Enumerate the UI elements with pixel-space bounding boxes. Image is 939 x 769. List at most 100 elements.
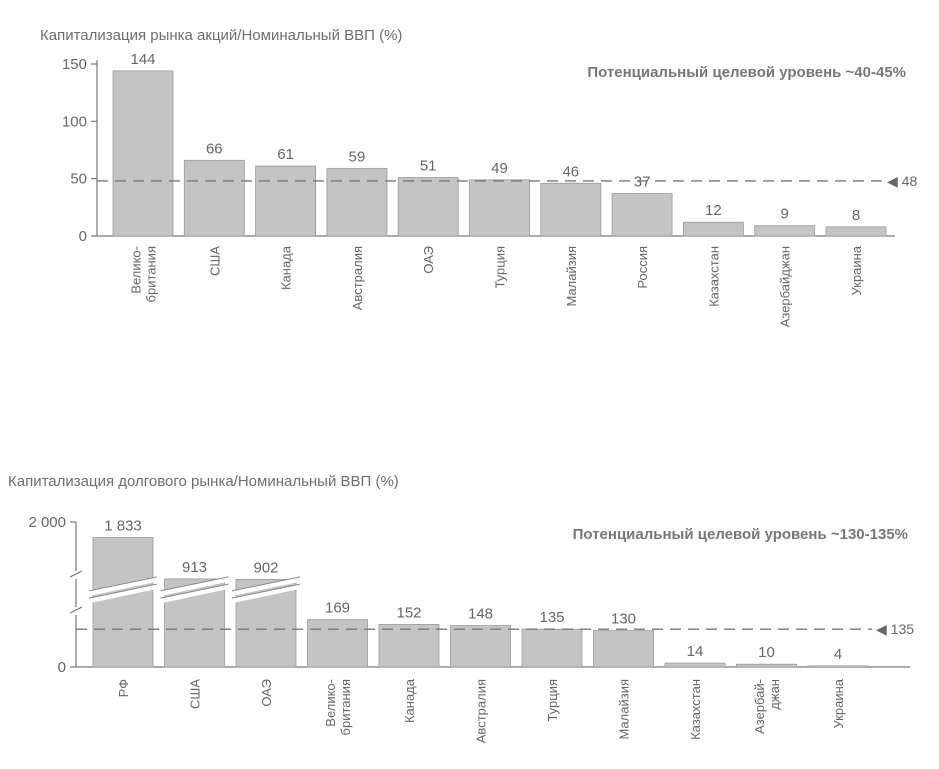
data-label: 9	[781, 206, 789, 223]
bar	[112, 70, 174, 237]
bar-break-gap	[90, 584, 156, 604]
category-label: Канада	[402, 678, 417, 723]
data-label: 14	[687, 643, 704, 660]
data-label: 59	[349, 148, 366, 165]
category-label-line: Канада	[279, 245, 294, 290]
data-label: 10	[758, 644, 775, 661]
bar-break-gap	[233, 576, 299, 596]
bar-break-mark	[160, 576, 229, 592]
category-label-line: Австралия	[350, 246, 365, 310]
category-label-line: Турция	[493, 246, 508, 289]
bar	[450, 625, 511, 668]
data-label: 902	[253, 559, 278, 576]
category-label-line: Канада	[402, 678, 417, 723]
bar-break-gap	[161, 584, 228, 604]
y-tick-label: 0	[58, 659, 66, 676]
category-label-line: Казахстан	[706, 246, 721, 307]
data-label: 37	[634, 174, 651, 191]
category-label-line: Австралия	[474, 679, 489, 743]
y-tick-label: 150	[62, 56, 87, 73]
bar-break-gap	[161, 576, 228, 596]
bar-break-mark	[231, 576, 301, 592]
data-label: 8	[852, 207, 860, 224]
data-label: 4	[834, 646, 842, 663]
axis-break-gap	[70, 607, 82, 615]
data-label: 144	[130, 51, 155, 68]
category-label-line: ОАЭ	[421, 246, 436, 274]
category-label-line: США	[188, 679, 203, 709]
bar	[307, 619, 368, 668]
bar	[92, 537, 154, 668]
category-label: РФ	[116, 679, 131, 698]
bar-break-mark	[88, 583, 158, 599]
bar	[825, 226, 887, 237]
category-label-line: Украина	[849, 245, 864, 295]
reference-line-label: ◀ 48	[887, 173, 917, 189]
category-label-line: Турция	[545, 679, 560, 722]
equity-target-level-annotation: Потенциальный целевой уровень ~40-45%	[587, 64, 906, 81]
category-label: Турция	[493, 246, 508, 289]
category-label-line: ОАЭ	[259, 679, 274, 707]
category-label: Велико-британия	[323, 679, 353, 735]
category-label-line: Азербайджан	[778, 246, 793, 327]
category-label-line: Азербай-	[752, 679, 767, 734]
data-label: 130	[611, 611, 636, 628]
reference-line-label: ◀ 135	[876, 621, 914, 637]
data-label: 61	[277, 146, 294, 163]
y-tick-label: 2 000	[28, 514, 66, 531]
bar	[378, 624, 440, 668]
bar	[326, 167, 388, 237]
bar-break-gap	[90, 576, 156, 596]
bar	[683, 221, 744, 237]
data-label: 46	[562, 163, 579, 180]
category-label-line: Россия	[635, 246, 650, 289]
bar-break-mark	[231, 583, 301, 599]
y-tick-label: 50	[70, 171, 87, 188]
category-label-line: британия	[338, 679, 353, 735]
category-label: США	[207, 246, 222, 276]
category-label-line: британия	[144, 246, 159, 302]
category-label-line: Казахстан	[688, 679, 703, 740]
bar-break-gap	[233, 584, 299, 604]
data-label: 148	[468, 606, 493, 623]
debt-chart-title: Капитализация долгового рынка/Номинальны…	[8, 473, 399, 490]
debt-target-level-annotation: Потенциальный целевой уровень ~130-135%	[573, 526, 908, 543]
category-label: Россия	[635, 246, 650, 289]
bar-break-mark	[88, 576, 158, 592]
category-label-line: РФ	[116, 679, 131, 698]
category-label: Казахстан	[706, 246, 721, 307]
category-label: Австралия	[350, 246, 365, 310]
bar	[611, 193, 673, 237]
axis-break-mark	[69, 570, 83, 578]
category-label: Украина	[849, 245, 864, 295]
bar	[754, 225, 816, 237]
data-label: 1 833	[104, 518, 142, 535]
category-label: ОАЭ	[421, 246, 436, 274]
category-label: Азербайджан	[778, 246, 793, 327]
category-label: США	[188, 679, 203, 709]
category-label: Малайзия	[564, 246, 579, 307]
category-label-line: Велико-	[129, 246, 144, 294]
bar	[593, 630, 654, 668]
category-label: Украина	[831, 678, 846, 728]
category-label-line: США	[207, 246, 222, 276]
category-label: Малайзия	[617, 679, 632, 740]
bar	[397, 177, 459, 237]
equity-chart-title: Капитализация рынка акций/Номинальный ВВ…	[40, 27, 402, 44]
category-label: Велико-британия	[129, 246, 159, 302]
bar	[540, 182, 602, 237]
data-label: 135	[539, 609, 564, 626]
category-label-line: Малайзия	[564, 246, 579, 307]
category-label: Австралия	[474, 679, 489, 743]
data-label: 152	[396, 604, 421, 621]
data-label: 49	[491, 160, 508, 177]
category-label-line: Велико-	[323, 679, 338, 727]
bar	[183, 159, 245, 237]
y-tick-label: 0	[79, 228, 87, 245]
bar	[255, 165, 317, 237]
category-label: Канада	[279, 245, 294, 290]
category-label: ОАЭ	[259, 679, 274, 707]
data-label: 169	[325, 600, 350, 617]
bar	[807, 665, 869, 668]
